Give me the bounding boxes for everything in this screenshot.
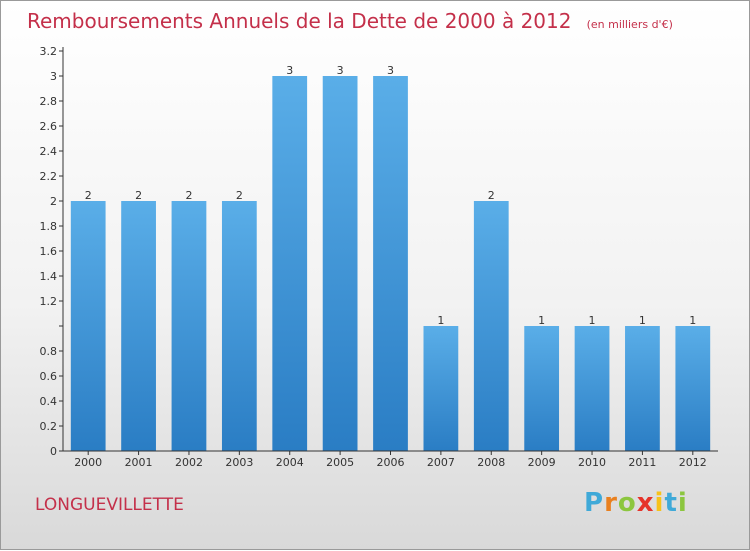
bar-2011: [625, 326, 660, 451]
proxiti-logo: Proxiti: [584, 488, 688, 518]
x-tick-label-2010: 2010: [578, 456, 606, 469]
y-tick-label: 2.4: [40, 145, 58, 158]
x-tick-label-2002: 2002: [175, 456, 203, 469]
data-label-2012: 1: [689, 314, 696, 327]
bar-2012: [675, 326, 711, 451]
bar-2000: [70, 201, 106, 451]
x-tick-label-2009: 2009: [528, 456, 556, 469]
y-axis: 0 0.2 0.4 0.6 0.8 1.2 1.4 1.6 1.8 2 2.2 2.4 2.6 2.8 3 3…: [40, 45, 64, 458]
y-tick-label: 0: [50, 445, 57, 458]
chart-title-row: Remboursements Annuels de la Dette de 20…: [27, 9, 673, 33]
y-tick-label: 2.8: [40, 95, 58, 108]
data-label-2009: 1: [538, 314, 545, 327]
chart-subtitle: (en milliers d'€): [586, 18, 673, 31]
data-label-2008: 2: [488, 189, 495, 202]
x-tick-label-2005: 2005: [326, 456, 354, 469]
bar-2001: [121, 201, 156, 451]
y-tick-label: 2: [50, 195, 57, 208]
data-label-2003: 2: [236, 189, 243, 202]
bar-2004: [272, 76, 308, 451]
data-label-2006: 3: [387, 64, 394, 77]
bar-2003: [221, 201, 257, 451]
y-tick-label: 0.6: [40, 370, 58, 383]
y-tick-label: 2.6: [40, 120, 58, 133]
bar-2010: [574, 326, 610, 451]
data-label-2000: 2: [85, 189, 92, 202]
bar-2002: [171, 201, 207, 451]
y-tick-label: 3: [50, 70, 57, 83]
data-label-2004: 3: [286, 64, 293, 77]
data-label-2007: 1: [437, 314, 444, 327]
bar-2007: [423, 326, 459, 451]
y-tick-label: 1.6: [40, 245, 58, 258]
x-tick-label-2008: 2008: [477, 456, 505, 469]
y-tick-label: 2.2: [40, 170, 58, 183]
y-tick-label: 0.2: [40, 420, 58, 433]
y-tick-label: 1.8: [40, 220, 58, 233]
y-tick-label: 3.2: [40, 45, 58, 58]
y-tick-label: 1.4: [40, 270, 58, 283]
x-tick-label-2006: 2006: [377, 456, 405, 469]
commune-name: LONGUEVILLETTE: [35, 495, 184, 515]
y-tick-label: 1.2: [40, 295, 58, 308]
data-label-2010: 1: [589, 314, 596, 327]
data-label-2002: 2: [185, 189, 192, 202]
y-tick-label: 0.8: [40, 345, 58, 358]
bar-2006: [373, 76, 408, 451]
bar-2005: [322, 76, 358, 451]
x-tick-label-2007: 2007: [427, 456, 455, 469]
data-label-2005: 3: [337, 64, 344, 77]
x-tick-label-2012: 2012: [679, 456, 707, 469]
y-tick-label: 0.4: [40, 395, 58, 408]
bar-2008: [473, 201, 509, 451]
x-tick-label-2011: 2011: [628, 456, 656, 469]
x-tick-label-2001: 2001: [125, 456, 153, 469]
x-tick-label-2004: 2004: [276, 456, 304, 469]
x-axis: 2000 2001 2002 2003 2004 2005 2006 2007 2008 2009…: [63, 450, 718, 469]
data-label-2001: 2: [135, 189, 142, 202]
data-label-2011: 1: [639, 314, 646, 327]
x-tick-label-2000: 2000: [74, 456, 102, 469]
x-tick-label-2003: 2003: [225, 456, 253, 469]
chart-title: Remboursements Annuels de la Dette de 20…: [27, 9, 572, 33]
bars-group: 2 2 2 2 3 3 3 1 2 1 1 1 1: [70, 64, 711, 451]
bar-2009: [524, 326, 560, 451]
